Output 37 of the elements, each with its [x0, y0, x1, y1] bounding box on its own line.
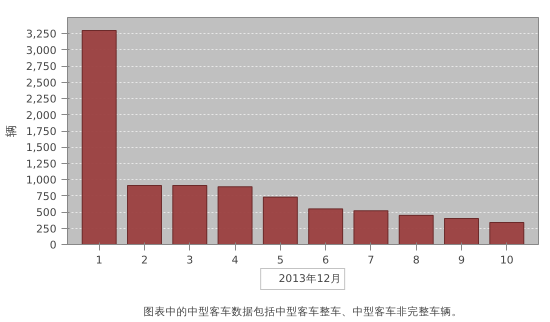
x-tick-label: 3 [186, 254, 194, 266]
bar [308, 208, 344, 244]
y-tick-label: 1,500 [26, 141, 57, 154]
y-tick-label: 2,500 [26, 76, 57, 90]
x-tick-label: 8 [412, 254, 420, 266]
x-tick-label: 6 [322, 254, 330, 266]
bar [127, 184, 162, 244]
bar [489, 222, 524, 244]
x-tick-label: 4 [232, 254, 239, 266]
text: 图表中的中型客车数据包括中型客车整车、中型客车非完整车辆。 [144, 304, 462, 318]
x-tick-label: 7 [368, 254, 374, 266]
bar [218, 186, 253, 244]
y-tick-label: 0 [50, 238, 57, 252]
x-tick-label: 10 [500, 254, 514, 266]
y-tick-label: 2,250 [26, 92, 57, 106]
x-tick-label: 9 [458, 254, 466, 266]
y-tick-label: 1,250 [26, 157, 57, 170]
y-tick-label: 500 [36, 206, 57, 220]
y-tick-label: 3,250 [26, 28, 57, 41]
x-tick-label: 1 [96, 254, 103, 266]
y-tick-label: 1,000 [26, 174, 57, 187]
bar [444, 218, 479, 244]
y-tick-label: 3,000 [26, 44, 57, 57]
y-tick-label: 2,750 [26, 60, 57, 74]
x-tick-label: 5 [276, 254, 284, 266]
y-tick-label: 250 [36, 222, 57, 236]
x-tick-label: 2 [141, 254, 148, 266]
bar [353, 210, 388, 244]
bar [82, 30, 117, 244]
bar [262, 196, 298, 244]
y-axis-title: 辆 [4, 125, 18, 137]
y-tick-label: 2,000 [26, 108, 57, 122]
y-tick-label: 1,750 [26, 125, 57, 138]
bar [172, 184, 208, 244]
text: 2013年12月 [278, 272, 342, 286]
bar [398, 214, 434, 244]
y-tick-label: 750 [36, 190, 57, 203]
